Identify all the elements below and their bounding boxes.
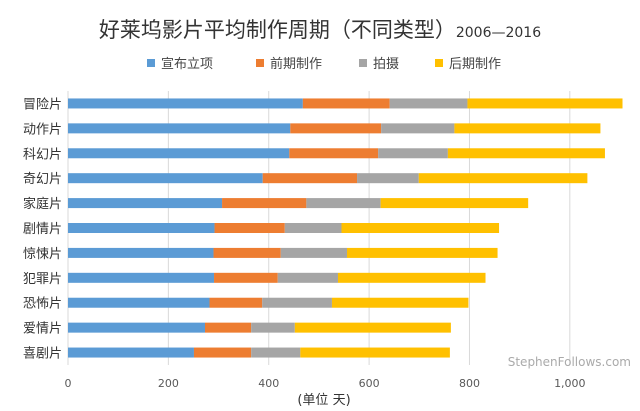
bar-segment-4 (447, 148, 605, 159)
bar-segment-1 (68, 322, 205, 333)
bar-segment-2 (204, 322, 252, 333)
bar-segment-3 (284, 223, 342, 233)
bar-segment-4 (467, 98, 623, 109)
bar-segment-2 (290, 123, 382, 134)
legend-swatch-2 (256, 59, 264, 67)
bar-segment-2 (213, 247, 281, 258)
bar-segment-3 (262, 297, 332, 308)
legend-swatch-1 (147, 59, 155, 67)
bar-segment-3 (280, 247, 348, 258)
bar-segment-3 (277, 272, 338, 283)
bar-segment-1 (68, 347, 194, 358)
bar-segment-1 (68, 148, 290, 159)
y-tick-label: 爱情片 (23, 322, 62, 337)
bar-segment-1 (68, 98, 303, 109)
bar-segment-3 (251, 322, 295, 333)
y-tick-label: 剧情片 (23, 222, 62, 237)
bar-segment-3 (381, 123, 455, 134)
legend-label-1: 宣布立项 (161, 56, 213, 72)
bar-segment-2 (214, 223, 285, 233)
bar-segment-4 (347, 247, 498, 258)
legend-label-3: 拍摄 (373, 57, 399, 72)
bar-segment-3 (378, 148, 448, 159)
bar-segment-2 (209, 297, 263, 308)
chart-subtitle: 2006—2016 (455, 25, 542, 41)
bar-segment-1 (68, 247, 214, 258)
y-tick-label: 喜剧片 (23, 347, 62, 362)
y-tick-label: 科幻片 (23, 147, 62, 162)
bar-segment-2 (262, 173, 358, 184)
bar-segment-1 (68, 173, 263, 184)
legend-label-4: 后期制作 (449, 57, 501, 72)
y-tick-label: 动作片 (23, 122, 62, 137)
bar-segment-2 (193, 347, 252, 358)
bar-segment-1 (68, 272, 215, 283)
y-tick-label: 家庭片 (23, 196, 62, 212)
chart-title-main: 好莱坞影片平均制作周期（不同类型） (98, 18, 456, 42)
y-tick-label: 冒险片 (23, 97, 62, 112)
legend-swatch-4 (435, 59, 443, 67)
legend-label-2: 前期制作 (270, 56, 322, 72)
x-tick-label: 1,000 (554, 377, 586, 390)
x-tick-label: 200 (158, 377, 179, 390)
legend-swatch-3 (359, 59, 367, 67)
bar-segment-3 (251, 347, 301, 358)
bar-segment-4 (337, 272, 486, 283)
y-tick-label: 奇幻片 (23, 171, 62, 187)
bar-segment-1 (68, 198, 223, 209)
bar-segment-4 (454, 123, 601, 134)
watermark: StephenFollows.com (508, 355, 631, 369)
y-tick-label: 犯罪片 (23, 272, 62, 287)
bar-segment-4 (300, 347, 450, 358)
bar-segment-4 (418, 173, 588, 184)
bar-segment-4 (294, 322, 451, 333)
bar-segment-1 (68, 297, 210, 308)
bar-segment-1 (68, 223, 215, 233)
bar-segment-4 (380, 198, 529, 209)
x-tick-label: 0 (65, 377, 72, 390)
bar-segment-4 (331, 297, 469, 308)
bar-segment-4 (341, 223, 500, 233)
bar-segment-2 (222, 198, 307, 209)
x-tick-label: 600 (359, 377, 380, 390)
bar-segment-1 (68, 123, 291, 134)
y-tick-label: 惊悚片 (23, 247, 62, 262)
bar-segment-2 (302, 98, 390, 109)
bar-segment-2 (214, 272, 278, 283)
bar-segment-3 (306, 198, 381, 209)
bar-segment-3 (357, 173, 419, 184)
x-axis-title: (单位 天) (297, 393, 350, 408)
x-tick-label: 800 (459, 377, 480, 390)
y-tick-label: 恐怖片 (23, 296, 62, 312)
chart-title: 好莱坞影片平均制作周期（不同类型）2006—2016 (0, 14, 640, 44)
x-tick-label: 400 (258, 377, 279, 390)
bar-segment-3 (389, 98, 468, 109)
bar-segment-2 (289, 148, 379, 159)
